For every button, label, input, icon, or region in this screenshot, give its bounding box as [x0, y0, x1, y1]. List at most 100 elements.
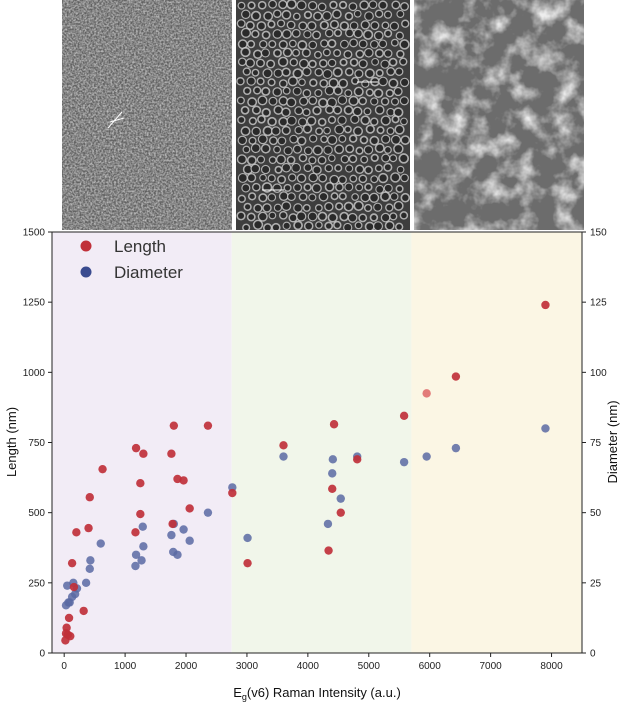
nanotube-ring: [314, 204, 323, 212]
nanotube-ring: [381, 21, 390, 30]
nanotube-ring: [364, 182, 373, 192]
nanotube-ring: [303, 10, 313, 20]
nanotube-ring: [296, 136, 307, 146]
nanotube-ring: [378, 0, 388, 11]
nanotube-ring: [240, 126, 251, 137]
nanotube-ring: [390, 172, 401, 183]
diameter-point: [328, 469, 337, 478]
nanotube-ring: [354, 69, 364, 79]
diameter-point: [185, 536, 194, 545]
nanotube-ring: [253, 86, 262, 95]
length-point: [85, 493, 94, 502]
nanotube-ring: [399, 211, 409, 220]
nanotube-ring: [375, 68, 384, 78]
nanotube-ring: [281, 162, 292, 173]
left-tick-label: 1500: [23, 228, 46, 239]
nanotube-ring: [385, 88, 395, 98]
length-point: [168, 519, 177, 529]
length-point: [399, 411, 409, 421]
length-point: [98, 464, 107, 474]
diameter-point: [203, 508, 213, 517]
nanotube-ring: [283, 146, 293, 156]
x-tick-label: 7000: [479, 661, 502, 672]
nanotube-ring: [246, 76, 256, 86]
nanotube-ring: [308, 193, 317, 202]
right-tick-label: 100: [590, 368, 607, 379]
nanotube-ring: [277, 175, 287, 185]
nanotube-ring: [396, 10, 405, 18]
nanotube-ring: [369, 39, 379, 49]
nanotube-ring: [354, 221, 363, 230]
nanotube-ring: [344, 182, 354, 192]
nanotube-ring: [355, 49, 365, 59]
nanotube-ring: [283, 183, 292, 192]
nanotube-ring: [375, 184, 385, 194]
nanotube-ring: [251, 29, 260, 39]
diameter-point: [131, 561, 140, 571]
nanotube-ring: [317, 211, 328, 222]
sem-image-strip: [62, 0, 584, 230]
nanotube-ring: [294, 106, 304, 116]
nanotube-ring: [303, 30, 312, 39]
nanotube-ring: [345, 144, 355, 154]
nanotube-ring: [331, 9, 342, 19]
nanotube-ring: [324, 28, 334, 38]
nanotube-ring: [380, 97, 390, 106]
nanotube-ring: [333, 220, 342, 230]
nanotube-ring: [388, 57, 398, 67]
length-point: [136, 478, 145, 488]
nanotube-ring: [261, 30, 271, 40]
length-point: [169, 421, 179, 430]
nanotube-ring: [327, 115, 337, 124]
nanotube-ring: [281, 107, 291, 118]
nanotube-ring: [334, 144, 345, 155]
sem-image-3: [414, 0, 584, 230]
diameter-point: [541, 424, 550, 433]
nanotube-ring: [369, 135, 380, 146]
nanotube-ring: [373, 202, 383, 212]
right-tick-label: 125: [590, 298, 607, 309]
nanotube-ring: [374, 9, 384, 19]
nanotube-ring: [399, 77, 410, 88]
nanotube-ring: [293, 220, 303, 230]
nanotube-ring: [389, 154, 398, 163]
length-point: [79, 606, 88, 616]
length-point: [72, 528, 81, 537]
nanotube-ring: [355, 183, 364, 192]
nanotube-ring: [309, 78, 318, 88]
nanotube-ring: [317, 155, 327, 165]
nanotube-ring: [312, 105, 322, 116]
left-axis-label: Length (nm): [4, 407, 19, 477]
nanotube-ring: [353, 28, 364, 39]
nanotube-ring: [268, 96, 278, 106]
nanotube-ring: [256, 21, 267, 31]
x-tick-label: 1000: [114, 661, 137, 672]
nanotube-ring: [385, 203, 394, 212]
nanotube-ring: [255, 58, 265, 68]
nanotube-ring: [315, 221, 323, 229]
nanotube-ring: [247, 192, 257, 201]
nanotube-ring: [309, 134, 318, 143]
scale-marker: [262, 81, 378, 191]
nanotube-ring: [298, 78, 306, 87]
nanotube-ring: [302, 67, 312, 77]
nanotube-ring: [364, 11, 374, 21]
length-point: [329, 420, 339, 429]
x-tick-label: 0: [61, 661, 67, 672]
right-tick-label: 50: [590, 508, 602, 519]
nanotube-ring: [240, 105, 250, 115]
nanotube-ring: [329, 19, 340, 30]
nanotube-ring: [274, 165, 283, 174]
nanotube-ring: [262, 203, 272, 213]
nanotube-ring: [337, 95, 348, 105]
nanotube-ring: [267, 20, 276, 29]
nanotube-ring: [248, 116, 257, 126]
nanotube-ring: [259, 173, 267, 182]
nanotube-ring: [275, 154, 287, 165]
scale-marker: [107, 111, 125, 129]
nanotube-ring: [272, 29, 283, 39]
nanotube-ring: [257, 134, 268, 145]
diameter-point: [243, 533, 252, 543]
nanotube-ring: [240, 27, 252, 39]
nanotube-ring: [319, 20, 329, 30]
